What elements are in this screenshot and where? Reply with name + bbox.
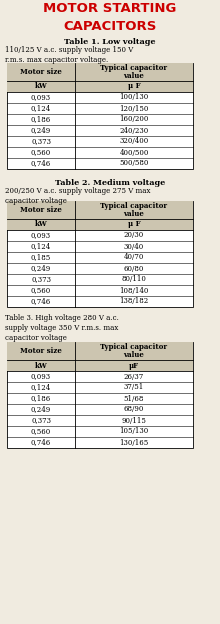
Text: μ F: μ F [128, 220, 140, 228]
Text: 0,093: 0,093 [31, 373, 51, 381]
Text: Typical capacitor
value: Typical capacitor value [101, 64, 168, 80]
Bar [7, 219, 193, 230]
Text: 500/580: 500/580 [119, 160, 149, 167]
Text: μ F: μ F [128, 82, 140, 90]
Text: 138/182: 138/182 [119, 298, 149, 306]
Text: kW: kW [35, 361, 47, 369]
Text: 40/70: 40/70 [124, 253, 144, 261]
Text: 0,560: 0,560 [31, 427, 51, 436]
Text: 30/40: 30/40 [124, 243, 144, 250]
Bar [7, 342, 193, 360]
Text: Motor size: Motor size [20, 206, 62, 214]
Text: 108/140: 108/140 [119, 286, 149, 295]
Text: Table 1. Low voltage: Table 1. Low voltage [64, 38, 156, 46]
Text: 105/130: 105/130 [119, 427, 149, 436]
Text: 51/68: 51/68 [124, 394, 144, 402]
Text: 110/125 V a.c. supply voltage 150 V
r.m.s. max capacitor voltage.: 110/125 V a.c. supply voltage 150 V r.m.… [5, 46, 133, 64]
Text: Motor size: Motor size [20, 68, 62, 76]
Text: 80/110: 80/110 [122, 276, 147, 283]
Text: 0,124: 0,124 [31, 104, 51, 112]
Text: 0,185: 0,185 [31, 253, 51, 261]
Text: kW: kW [35, 220, 47, 228]
Text: 200/250 V a.c. supply voltage 275 V max
capacitor voltage: 200/250 V a.c. supply voltage 275 V max … [5, 187, 150, 205]
Text: 20/30: 20/30 [124, 232, 144, 240]
Text: 0,249: 0,249 [31, 406, 51, 414]
Text: 37/51: 37/51 [124, 384, 144, 391]
Bar [7, 63, 193, 169]
Text: 0,186: 0,186 [31, 115, 51, 124]
Text: 120/150: 120/150 [119, 104, 149, 112]
Text: 160/200: 160/200 [119, 115, 149, 124]
Bar [7, 201, 193, 219]
Bar [7, 360, 193, 371]
Text: 0,093: 0,093 [31, 94, 51, 102]
Text: 26/37: 26/37 [124, 373, 144, 381]
Text: 0,124: 0,124 [31, 384, 51, 391]
Text: 0,249: 0,249 [31, 127, 51, 135]
Text: 68/90: 68/90 [124, 406, 144, 414]
Text: Typical capacitor
value: Typical capacitor value [101, 343, 168, 359]
Text: Motor size: Motor size [20, 347, 62, 355]
Bar [7, 201, 193, 307]
Text: 0,560: 0,560 [31, 149, 51, 157]
Text: kW: kW [35, 82, 47, 90]
Text: Table 3. High voltage 280 V a.c.
supply voltage 350 V r.m.s. max
capacitor volta: Table 3. High voltage 280 V a.c. supply … [5, 314, 119, 341]
Text: 0,124: 0,124 [31, 243, 51, 250]
Text: CAPACITORS: CAPACITORS [63, 20, 157, 33]
Text: Typical capacitor
value: Typical capacitor value [101, 202, 168, 218]
Text: Table 2. Medium voltage: Table 2. Medium voltage [55, 179, 165, 187]
Text: 240/230: 240/230 [119, 127, 149, 135]
Text: 0,249: 0,249 [31, 265, 51, 273]
Text: 100/130: 100/130 [119, 94, 149, 102]
Text: 0,186: 0,186 [31, 394, 51, 402]
Bar [7, 63, 193, 81]
Text: 0,373: 0,373 [31, 276, 51, 283]
Text: 320/400: 320/400 [119, 137, 149, 145]
Text: 60/80: 60/80 [124, 265, 144, 273]
Text: μF: μF [129, 361, 139, 369]
Text: 400/500: 400/500 [119, 149, 149, 157]
Text: 0,746: 0,746 [31, 439, 51, 447]
Text: 0,560: 0,560 [31, 286, 51, 295]
Text: 130/165: 130/165 [119, 439, 149, 447]
Text: 0,373: 0,373 [31, 137, 51, 145]
Text: 0,746: 0,746 [31, 298, 51, 306]
Text: 90/115: 90/115 [122, 416, 147, 424]
Text: MOTOR STARTING: MOTOR STARTING [43, 2, 177, 15]
Bar [7, 342, 193, 448]
Bar [7, 81, 193, 92]
Text: 0,093: 0,093 [31, 232, 51, 240]
Text: 0,746: 0,746 [31, 160, 51, 167]
Text: 0,373: 0,373 [31, 416, 51, 424]
